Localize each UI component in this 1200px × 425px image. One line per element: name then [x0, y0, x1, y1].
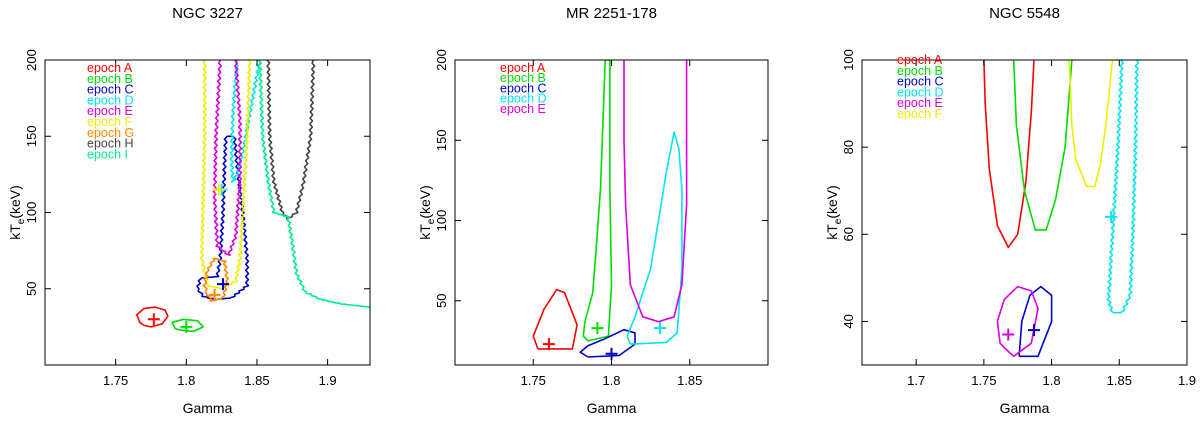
- best-fit-epoch-c: [1027, 324, 1040, 337]
- contour-epoch-e: [623, 60, 688, 323]
- plot-area: [983, 60, 1139, 358]
- legend-entry-epoch-f: epoch F: [897, 107, 943, 121]
- contour-epoch-h: [266, 60, 316, 220]
- legend-entry-epoch-a: epoch A: [87, 61, 133, 75]
- x-tick-label: 1.9: [319, 373, 337, 388]
- panel-title: NGC 5548: [989, 5, 1060, 22]
- plot-area: [136, 60, 370, 333]
- panel-title: NGC 3227: [172, 5, 243, 22]
- y-tick-label: 50: [434, 294, 449, 308]
- legend-entry-epoch-c: epoch C: [897, 75, 944, 89]
- y-tick-label: 150: [434, 129, 449, 151]
- contour-epoch-a: [532, 288, 578, 350]
- best-fit-epoch-f: [212, 183, 225, 196]
- panel-ngc-5548: NGC 5548 1.7 1.75 1.8 1.85 1.9 40 60 80 100 Gamma k…: [824, 5, 1196, 416]
- contour-epoch-e: [212, 60, 243, 256]
- best-fit-epoch-d: [654, 322, 667, 335]
- contour-epoch-c: [1018, 285, 1053, 358]
- y-tick-label: 100: [841, 49, 856, 71]
- x-tick-label: 1.8: [602, 373, 620, 388]
- legend-entry-epoch-d: epoch D: [87, 93, 134, 107]
- contour-epoch-b: [1012, 60, 1073, 231]
- x-axis-label: Gamma: [183, 400, 233, 416]
- y-axis-label: kTe(keV): [417, 185, 437, 240]
- legend-entry-epoch-f: epoch F: [87, 115, 133, 129]
- y-tick-label: 100: [24, 202, 39, 224]
- legend-entry-epoch-e: epoch E: [87, 104, 133, 118]
- panel-mr-2251-178: MR 2251-178 1.75 1.8 1.85 50 100 150 200 Gamma kT…: [417, 5, 769, 416]
- x-tick-label: 1.8: [177, 373, 195, 388]
- y-axis-label: kTe(keV): [7, 185, 27, 240]
- contour-epoch-c: [579, 328, 636, 358]
- contour-epoch-g: [202, 257, 229, 302]
- legend-entry-epoch-b: epoch B: [500, 71, 546, 85]
- contour-epoch-i: [257, 60, 370, 308]
- legend-entry-epoch-b: epoch B: [897, 64, 943, 78]
- legend-entry-epoch-d: epoch D: [500, 92, 547, 106]
- y-tick-label: 50: [24, 282, 39, 296]
- panel-ngc-3227: NGC 3227 1.75 1.8 1.85 1.9 50 100 150 200 Gamma kT…: [7, 5, 371, 416]
- x-tick-label: 1.85: [244, 373, 269, 388]
- contour-epoch-e: [996, 285, 1039, 358]
- y-tick-label: 100: [434, 210, 449, 232]
- x-axis-label: Gamma: [1000, 400, 1050, 416]
- legend-entry-epoch-e: epoch E: [500, 102, 546, 116]
- legend-entry-epoch-b: epoch B: [87, 72, 133, 86]
- legend-entry-epoch-d: epoch D: [897, 85, 944, 99]
- legend-entry-epoch-c: epoch C: [500, 81, 547, 95]
- x-tick-label: 1.7: [907, 373, 925, 388]
- x-tick-label: 1.9: [1178, 373, 1196, 388]
- panel-title: MR 2251-178: [566, 5, 657, 22]
- legend-entry-epoch-e: epoch E: [897, 96, 943, 110]
- contour-epoch-d: [626, 131, 683, 345]
- contour-epoch-a: [136, 306, 169, 328]
- contour-epoch-d: [1106, 60, 1139, 314]
- legend-entry-epoch-a: epoch A: [897, 53, 943, 67]
- x-tick-label: 1.8: [1043, 373, 1061, 388]
- x-tick-label: 1.75: [103, 373, 128, 388]
- plot-area: [532, 60, 688, 360]
- y-tick-label: 60: [841, 227, 856, 241]
- contour-epoch-b: [171, 318, 205, 333]
- legend-entry-epoch-a: epoch A: [500, 61, 546, 75]
- contour-epoch-d: [229, 60, 262, 183]
- x-axis-label: Gamma: [587, 400, 637, 416]
- legend-entry-epoch-h: epoch H: [87, 137, 134, 151]
- y-tick-label: 80: [841, 140, 856, 154]
- y-tick-label: 150: [24, 125, 39, 147]
- best-fit-epoch-b: [180, 320, 193, 333]
- best-fit-epoch-c: [217, 278, 230, 291]
- y-tick-label: 200: [434, 49, 449, 71]
- y-tick-label: 40: [841, 314, 856, 328]
- y-tick-label: 200: [24, 49, 39, 71]
- contour-epoch-f: [1068, 60, 1114, 188]
- best-fit-epoch-g: [208, 288, 221, 301]
- axes-frame: [861, 59, 1188, 366]
- x-tick-label: 1.85: [1107, 373, 1132, 388]
- x-tick-label: 1.75: [971, 373, 996, 388]
- contour-epoch-b: [582, 60, 613, 342]
- legend-entry-epoch-i: epoch I: [87, 147, 128, 161]
- best-fit-epoch-d: [1105, 210, 1118, 223]
- best-fit-epoch-b: [591, 322, 604, 335]
- contour-epoch-c: [196, 135, 250, 301]
- best-fit-epoch-a: [147, 313, 160, 326]
- best-fit-epoch-e: [1002, 328, 1015, 341]
- legend-entry-epoch-c: epoch C: [87, 83, 134, 97]
- best-fit-epoch-c: [605, 347, 618, 360]
- contour-epoch-f: [199, 60, 252, 290]
- x-tick-label: 1.85: [677, 373, 702, 388]
- y-axis-label: kTe(keV): [824, 185, 844, 240]
- best-fit-epoch-a: [542, 338, 555, 351]
- x-tick-label: 1.75: [521, 373, 546, 388]
- contour-epoch-a: [983, 60, 1035, 249]
- legend-entry-epoch-g: epoch G: [87, 126, 134, 140]
